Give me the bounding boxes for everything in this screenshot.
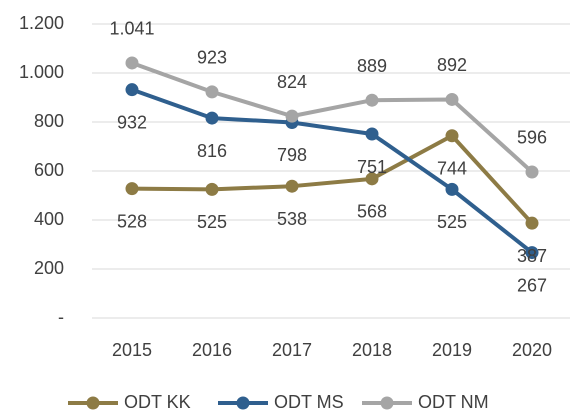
- x-tick-label: 2020: [512, 340, 552, 360]
- data-point: [205, 111, 219, 125]
- series-line: [131, 87, 534, 255]
- data-point: [525, 216, 539, 230]
- data-label: 568: [357, 202, 387, 222]
- data-point: [365, 172, 379, 186]
- x-tick-label: 2017: [272, 340, 312, 360]
- legend-marker: [86, 396, 100, 410]
- data-label: 525: [197, 212, 227, 232]
- data-label: 744: [437, 158, 467, 178]
- data-point: [365, 127, 379, 141]
- data-point: [365, 93, 379, 107]
- legend-label: ODT MS: [274, 392, 344, 410]
- data-label: 816: [197, 141, 227, 161]
- y-tick-label: 1.000: [19, 62, 64, 82]
- data-point: [125, 83, 139, 97]
- y-tick-label: 600: [34, 160, 64, 180]
- legend-marker: [380, 396, 394, 410]
- data-point: [525, 246, 539, 260]
- data-point: [205, 85, 219, 99]
- x-tick-label: 2019: [432, 340, 472, 360]
- legend-marker: [236, 396, 250, 410]
- x-tick-label: 2016: [192, 340, 232, 360]
- legend-label: ODT NM: [418, 392, 489, 410]
- x-tick-label: 2015: [112, 340, 152, 360]
- data-point: [205, 182, 219, 196]
- data-point: [125, 182, 139, 196]
- data-label: 525: [437, 212, 467, 232]
- data-point: [445, 182, 459, 196]
- data-point: [285, 109, 299, 123]
- data-label: 596: [517, 128, 547, 148]
- y-tick-label: 400: [34, 209, 64, 229]
- data-label: 1.041: [109, 19, 154, 39]
- data-label: 824: [277, 72, 307, 92]
- series-line: [131, 61, 534, 174]
- series-line: [131, 133, 534, 225]
- y-tick-label: 800: [34, 111, 64, 131]
- data-label: 923: [197, 48, 227, 68]
- data-label: 932: [117, 112, 147, 132]
- data-label: 528: [117, 211, 147, 231]
- data-point: [125, 56, 139, 70]
- data-label: 387: [517, 246, 547, 266]
- y-tick-label: -: [58, 307, 64, 327]
- data-point: [445, 92, 459, 106]
- data-point: [285, 179, 299, 193]
- data-label: 267: [517, 275, 547, 295]
- data-point: [525, 165, 539, 179]
- legend-label: ODT KK: [124, 392, 191, 410]
- data-label: 892: [437, 55, 467, 75]
- data-label: 538: [277, 209, 307, 229]
- data-label: 751: [357, 157, 387, 177]
- data-label: 798: [277, 145, 307, 165]
- data-label: 889: [357, 56, 387, 76]
- y-tick-label: 1.200: [19, 13, 64, 33]
- data-point: [445, 129, 459, 143]
- y-tick-label: 200: [34, 258, 64, 278]
- x-tick-label: 2018: [352, 340, 392, 360]
